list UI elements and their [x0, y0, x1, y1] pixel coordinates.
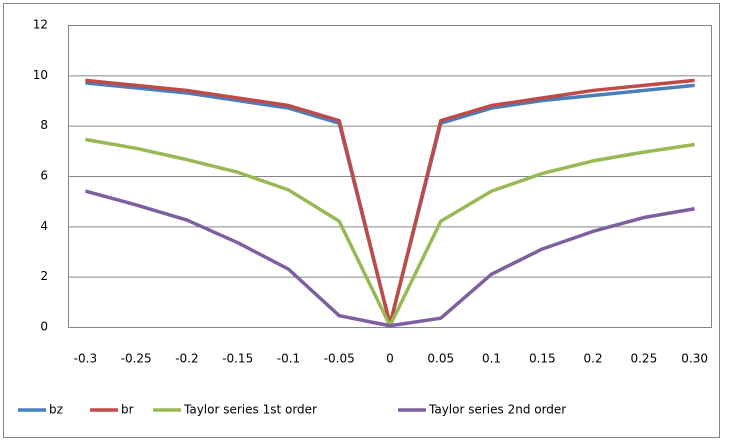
x-tick-label: 0.1 — [482, 352, 501, 366]
x-tick-label: 0.2 — [584, 352, 603, 366]
legend-label: br — [121, 403, 134, 417]
x-tick-label: 0.25 — [630, 352, 657, 366]
y-tick-label: 6 — [40, 169, 48, 183]
x-tick-label: -0.1 — [277, 352, 300, 366]
y-tick-label: 4 — [40, 219, 48, 233]
x-tick-label: -0.05 — [324, 352, 355, 366]
x-tick-label: 0.15 — [529, 352, 556, 366]
series-line — [84, 189, 695, 328]
x-tick-label: -0.3 — [74, 352, 97, 366]
x-tick-label: -0.15 — [222, 352, 253, 366]
y-tick-label: 0 — [40, 320, 48, 334]
x-tick-label: 0 — [386, 352, 394, 366]
y-tick-label: 2 — [40, 269, 48, 283]
x-tick-label: 0.05 — [427, 352, 454, 366]
legend-label: bz — [49, 403, 63, 417]
chart-frame — [3, 3, 720, 438]
legend-label: Taylor series 1st order — [183, 403, 317, 417]
legend-label: Taylor series 2nd order — [428, 403, 566, 417]
x-tick-label: -0.2 — [175, 352, 198, 366]
y-tick-label: 8 — [40, 118, 48, 132]
x-tick-label: -0.25 — [121, 352, 152, 366]
y-tick-label: 10 — [33, 68, 48, 82]
x-tick-label: 0.30 — [681, 352, 708, 366]
y-tick-label: 12 — [33, 18, 48, 32]
